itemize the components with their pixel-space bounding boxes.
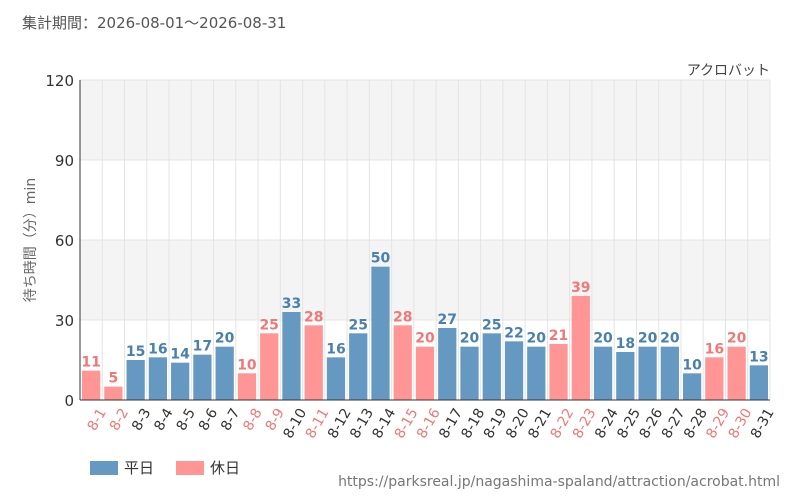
value-label: 20: [660, 331, 680, 347]
bar: [549, 344, 568, 400]
legend-label-holiday: 休日: [210, 459, 241, 477]
y-tick-label: 30: [55, 312, 74, 330]
value-label: 20: [638, 331, 658, 347]
value-label: 14: [170, 347, 190, 363]
bar: [727, 346, 746, 400]
bar: [326, 357, 346, 400]
value-label: 15: [126, 344, 145, 360]
grid-band: [80, 80, 770, 160]
bar: [504, 341, 524, 400]
x-tick-label: 8-4: [151, 406, 176, 434]
y-tick-label: 0: [64, 392, 74, 410]
value-label: 20: [460, 331, 480, 347]
legend-swatch-weekday: [90, 460, 118, 475]
y-tick-label: 90: [55, 152, 74, 170]
y-tick-label: 120: [45, 72, 74, 90]
legend-swatch-holiday: [176, 460, 205, 475]
bar: [126, 360, 145, 400]
value-label: 11: [81, 355, 100, 371]
bar: [193, 354, 212, 400]
x-tick-label: 8-8: [240, 406, 265, 434]
bar: [237, 373, 257, 400]
value-label: 10: [682, 357, 702, 373]
bar: [749, 365, 768, 400]
source-url: https://parksreal.jp/nagashima-spaland/a…: [338, 474, 780, 490]
value-label: 21: [549, 328, 568, 344]
bar: [82, 370, 101, 400]
value-label: 16: [705, 341, 724, 357]
x-tick-label: 8-31: [748, 406, 778, 442]
x-tick-label: 8-5: [174, 406, 199, 434]
value-label: 39: [571, 280, 590, 296]
value-label: 28: [393, 309, 412, 325]
value-label: 20: [215, 331, 235, 347]
bar: [593, 346, 613, 400]
attraction-name: アクロバット: [686, 63, 770, 79]
value-label: 20: [415, 331, 435, 347]
bar: [215, 346, 234, 400]
legend-item-weekday: 平日: [90, 457, 154, 478]
bar: [638, 346, 657, 400]
value-label: 13: [749, 349, 768, 365]
y-tick-label: 60: [55, 232, 74, 250]
value-label: 25: [348, 317, 367, 333]
x-tick-label: 8-3: [129, 406, 154, 434]
bar: [571, 296, 590, 400]
bar: [171, 362, 190, 400]
bar: [438, 328, 457, 400]
value-label: 10: [237, 357, 257, 373]
value-label: 5: [109, 371, 119, 387]
x-tick-label: 8-7: [218, 406, 243, 434]
value-label: 20: [527, 331, 547, 347]
bar: [148, 357, 168, 400]
bar: [104, 386, 123, 400]
bar: [682, 373, 702, 400]
bar: [482, 333, 501, 400]
x-tick-label: 8-2: [107, 406, 132, 434]
bar: [282, 312, 301, 400]
bar: [660, 346, 679, 400]
x-tick-label: 8-6: [196, 406, 221, 434]
bar: [415, 346, 435, 400]
legend-item-holiday: 休日: [176, 457, 240, 478]
value-label: 25: [259, 317, 278, 333]
value-label: 20: [593, 331, 613, 347]
bar: [260, 333, 279, 400]
bar: [527, 346, 546, 400]
value-label: 16: [326, 341, 345, 357]
value-label: 18: [616, 336, 635, 352]
bar: [460, 346, 479, 400]
bar: [304, 325, 323, 400]
bar: [371, 266, 390, 400]
bar: [616, 352, 635, 400]
bar: [705, 357, 724, 400]
value-label: 33: [282, 296, 301, 312]
value-label: 28: [304, 309, 323, 325]
value-label: 50: [371, 251, 391, 267]
value-label: 20: [727, 331, 747, 347]
grid-band: [80, 240, 770, 320]
bar: [393, 325, 412, 400]
value-label: 16: [148, 341, 167, 357]
legend: 平日 休日: [90, 457, 262, 478]
value-label: 25: [482, 317, 501, 333]
x-tick-label: 8-1: [85, 406, 110, 434]
value-label: 27: [438, 312, 457, 328]
value-label: 17: [193, 339, 212, 355]
period-label: 集計期間：2026-08-01～2026-08-31: [22, 14, 287, 32]
value-label: 22: [504, 325, 523, 341]
legend-label-weekday: 平日: [124, 459, 155, 477]
bar: [349, 333, 368, 400]
